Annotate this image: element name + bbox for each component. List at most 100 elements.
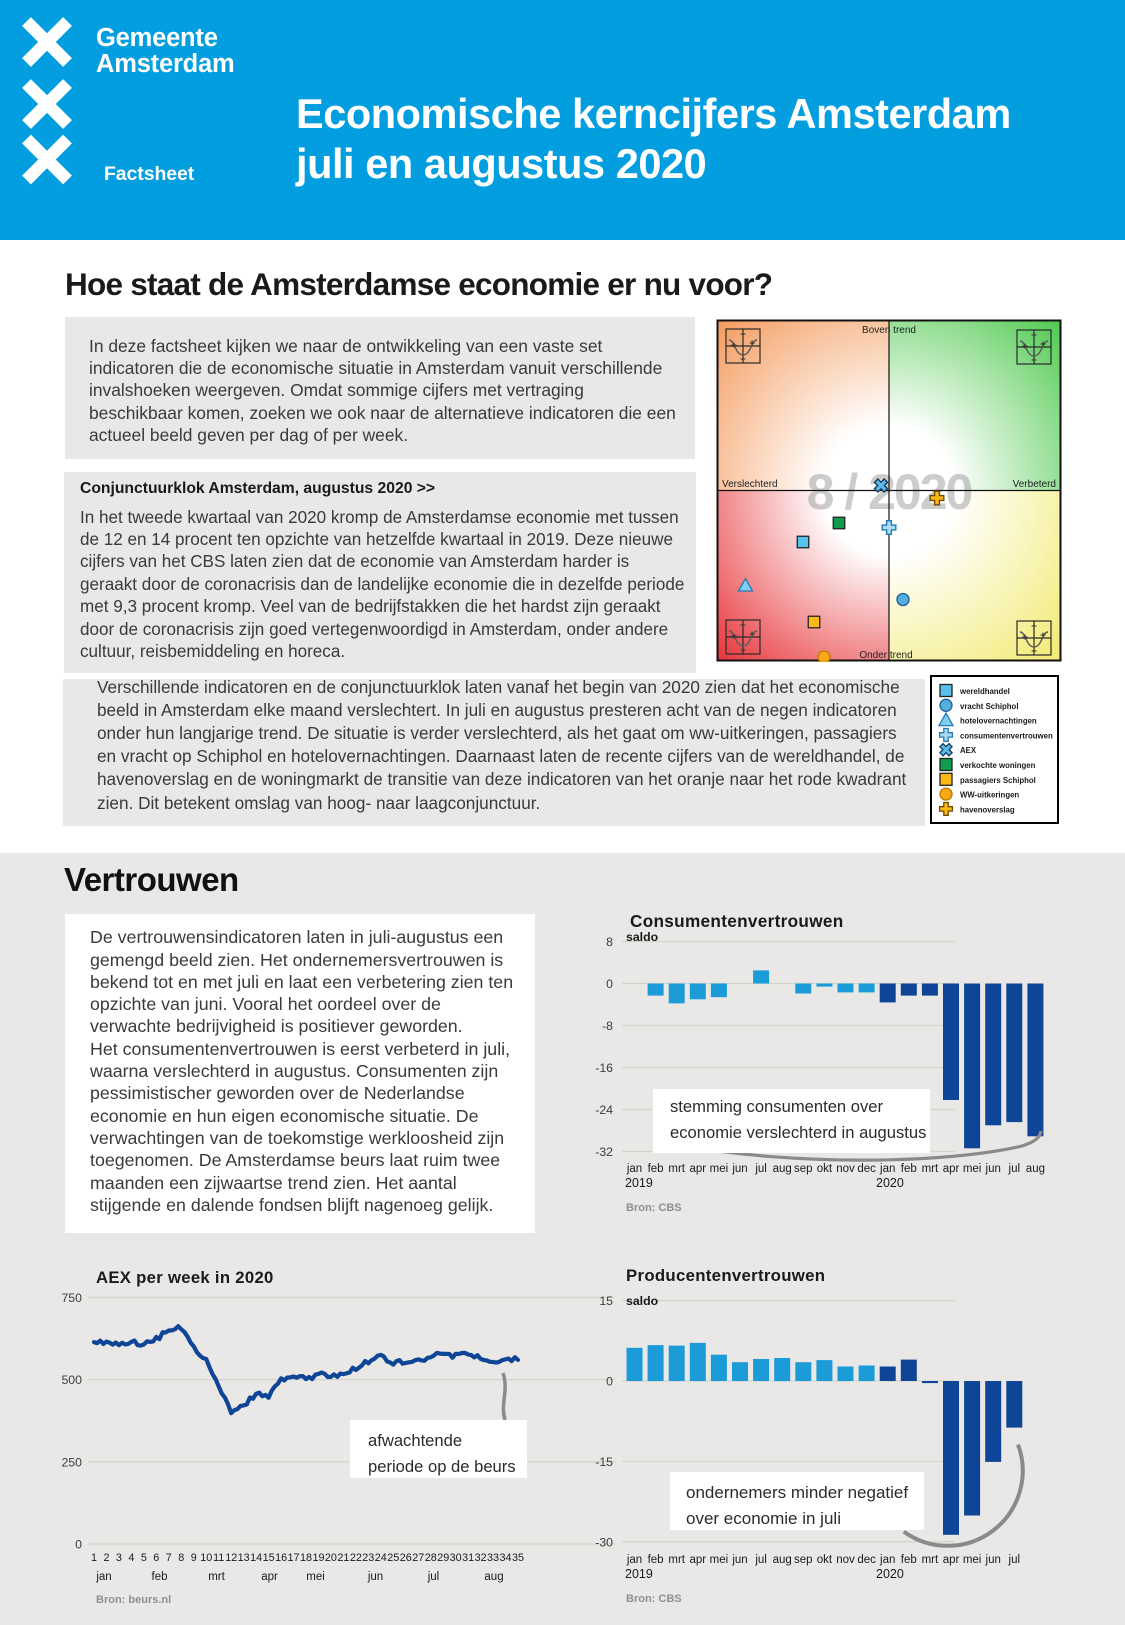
svg-text:-24: -24 (595, 1103, 613, 1117)
svg-text:750: 750 (61, 1291, 82, 1305)
svg-text:nov: nov (836, 1163, 855, 1175)
svg-text:jan: jan (879, 1163, 895, 1175)
svg-text:stemming consumenten over: stemming consumenten over (670, 1097, 884, 1116)
svg-text:500: 500 (61, 1373, 82, 1387)
svg-text:28: 28 (425, 1552, 437, 1564)
svg-text:Bron: CBS: Bron: CBS (626, 1593, 682, 1605)
svg-text:4: 4 (128, 1552, 134, 1564)
svg-text:6: 6 (153, 1552, 159, 1564)
svg-text:nov: nov (836, 1554, 855, 1566)
svg-text:jan: jan (95, 1571, 111, 1583)
svg-text:8: 8 (178, 1552, 184, 1564)
svg-text:apr: apr (943, 1554, 960, 1566)
svg-text:mei: mei (710, 1554, 729, 1566)
svg-text:AEX: AEX (960, 746, 977, 755)
svg-text:WW-uitkeringen: WW-uitkeringen (960, 791, 1019, 800)
svg-text:apr: apr (943, 1163, 960, 1175)
svg-text:26: 26 (400, 1552, 412, 1564)
svg-text:30: 30 (450, 1552, 462, 1564)
svg-text:7: 7 (166, 1552, 172, 1564)
svg-text:aug: aug (484, 1571, 503, 1583)
svg-text:passagiers Schiphol: passagiers Schiphol (960, 776, 1036, 785)
svg-text:jul: jul (1008, 1554, 1021, 1566)
svg-text:29: 29 (437, 1552, 449, 1564)
svg-text:33: 33 (487, 1552, 499, 1564)
svg-text:okt: okt (817, 1554, 833, 1566)
svg-text:havenoverslag: havenoverslag (960, 805, 1015, 814)
svg-text:ondernemers minder negatief: ondernemers minder negatief (686, 1483, 908, 1502)
svg-text:dec: dec (857, 1163, 876, 1175)
svg-text:0: 0 (606, 977, 613, 991)
svg-text:2020: 2020 (876, 1176, 904, 1190)
svg-text:24: 24 (375, 1552, 387, 1564)
svg-text:18: 18 (300, 1552, 312, 1564)
svg-text:12: 12 (225, 1552, 237, 1564)
svg-text:1: 1 (91, 1552, 97, 1564)
svg-text:aug: aug (773, 1554, 792, 1566)
svg-text:15: 15 (263, 1552, 275, 1564)
svg-text:jun: jun (731, 1163, 747, 1175)
svg-text:Onder trend: Onder trend (859, 650, 912, 661)
svg-text:saldo: saldo (626, 1294, 659, 1308)
svg-text:23: 23 (362, 1552, 374, 1564)
svg-text:-32: -32 (595, 1145, 613, 1159)
svg-text:sep: sep (794, 1163, 813, 1175)
svg-text:mei: mei (306, 1571, 325, 1583)
svg-text:jul: jul (754, 1163, 767, 1175)
svg-text:-30: -30 (595, 1535, 613, 1549)
svg-text:13: 13 (238, 1552, 250, 1564)
svg-text:mrt: mrt (922, 1554, 939, 1566)
svg-text:over economie in juli: over economie in juli (686, 1509, 841, 1528)
svg-text:feb: feb (648, 1163, 664, 1175)
svg-text:jul: jul (1008, 1163, 1021, 1175)
svg-text:0: 0 (606, 1375, 613, 1389)
svg-text:35: 35 (512, 1552, 524, 1564)
svg-text:2019: 2019 (625, 1567, 653, 1581)
svg-text:3: 3 (116, 1552, 122, 1564)
svg-text:17: 17 (287, 1552, 299, 1564)
svg-text:mrt: mrt (668, 1554, 685, 1566)
svg-text:periode op de beurs: periode op de beurs (368, 1457, 516, 1476)
svg-text:dec: dec (857, 1554, 876, 1566)
svg-text:economie verslechterd in augus: economie verslechterd in augustus (670, 1123, 926, 1142)
svg-text:mrt: mrt (208, 1571, 225, 1583)
svg-text:feb: feb (901, 1163, 917, 1175)
svg-text:feb: feb (648, 1554, 664, 1566)
svg-text:2020: 2020 (876, 1567, 904, 1581)
svg-text:sep: sep (794, 1554, 813, 1566)
svg-text:31: 31 (462, 1552, 474, 1564)
svg-text:10: 10 (200, 1552, 212, 1564)
svg-text:32: 32 (475, 1552, 487, 1564)
svg-text:apr: apr (689, 1163, 706, 1175)
svg-text:mei: mei (963, 1163, 982, 1175)
svg-text:mrt: mrt (922, 1163, 939, 1175)
svg-text:-16: -16 (595, 1061, 613, 1075)
svg-text:-8: -8 (602, 1019, 613, 1033)
svg-text:jun: jun (985, 1163, 1001, 1175)
svg-text:27: 27 (412, 1552, 424, 1564)
svg-text:AEX per week in 2020: AEX per week in 2020 (96, 1268, 274, 1287)
svg-text:2: 2 (103, 1552, 109, 1564)
svg-text:aug: aug (1026, 1163, 1045, 1175)
svg-text:5: 5 (141, 1552, 147, 1564)
svg-text:9: 9 (191, 1552, 197, 1564)
svg-text:saldo: saldo (626, 930, 659, 944)
svg-text:mei: mei (710, 1163, 729, 1175)
svg-text:hotelovernachtingen: hotelovernachtingen (960, 717, 1037, 726)
svg-text:wereldhandel: wereldhandel (959, 687, 1010, 696)
svg-text:feb: feb (901, 1554, 917, 1566)
svg-text:Verslechterd: Verslechterd (722, 479, 778, 490)
svg-text:14: 14 (250, 1552, 262, 1564)
svg-text:jan: jan (879, 1554, 895, 1566)
svg-text:okt: okt (817, 1163, 833, 1175)
svg-text:jan: jan (626, 1554, 642, 1566)
svg-text:8: 8 (606, 935, 613, 949)
svg-text:mei: mei (963, 1554, 982, 1566)
svg-text:21: 21 (337, 1552, 349, 1564)
svg-text:jun: jun (731, 1554, 747, 1566)
svg-text:2019: 2019 (625, 1176, 653, 1190)
svg-text:jun: jun (367, 1571, 383, 1583)
svg-text:15: 15 (599, 1294, 613, 1308)
svg-text:Consumentenvertrouwen: Consumentenvertrouwen (630, 911, 844, 931)
svg-text:25: 25 (387, 1552, 399, 1564)
